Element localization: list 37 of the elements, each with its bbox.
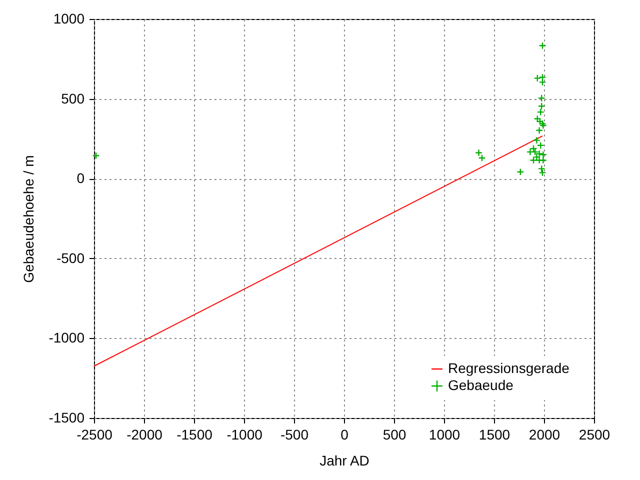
- point: [526, 148, 534, 156]
- legend-label: Regressionsgerade: [448, 360, 570, 376]
- point: [516, 168, 524, 176]
- point: [530, 144, 538, 152]
- x-tick-label: 1000: [428, 426, 460, 442]
- y-tick-label: 0: [76, 170, 85, 186]
- point: [538, 164, 546, 172]
- point: [538, 94, 546, 102]
- y-tick-label: -1500: [48, 410, 85, 426]
- x-axis-title: Jahr AD: [320, 452, 370, 468]
- x-tick-label: -2000: [126, 426, 163, 442]
- point: [536, 126, 544, 134]
- point: [536, 108, 544, 116]
- y-tick-label: 1000: [53, 10, 85, 26]
- y-axis-title: Gebaeudehoehe / m: [20, 155, 37, 283]
- point: [530, 156, 538, 164]
- y-tick-label: -500: [56, 250, 85, 266]
- point: [538, 102, 546, 110]
- point: [92, 152, 100, 160]
- point: [538, 73, 546, 82]
- x-tick-label: -1500: [176, 426, 213, 442]
- x-tick-label: 0: [340, 426, 349, 442]
- point: [539, 156, 547, 164]
- point: [536, 118, 544, 126]
- x-tick-label: 1500: [478, 426, 510, 442]
- legend-label: Gebaeude: [448, 377, 514, 393]
- point: [538, 42, 546, 50]
- x-tick-label: -2500: [76, 426, 113, 442]
- x-tick-label: -500: [280, 426, 309, 442]
- x-tick-label: 2500: [578, 426, 610, 442]
- x-tick-label: 500: [382, 426, 406, 442]
- point: [538, 168, 546, 176]
- x-tick-label: 2000: [528, 426, 560, 442]
- y-tick-label: -1000: [48, 330, 85, 346]
- y-tick-label: 500: [61, 90, 85, 106]
- x-tick-label: -1000: [226, 426, 263, 442]
- point: [539, 150, 547, 158]
